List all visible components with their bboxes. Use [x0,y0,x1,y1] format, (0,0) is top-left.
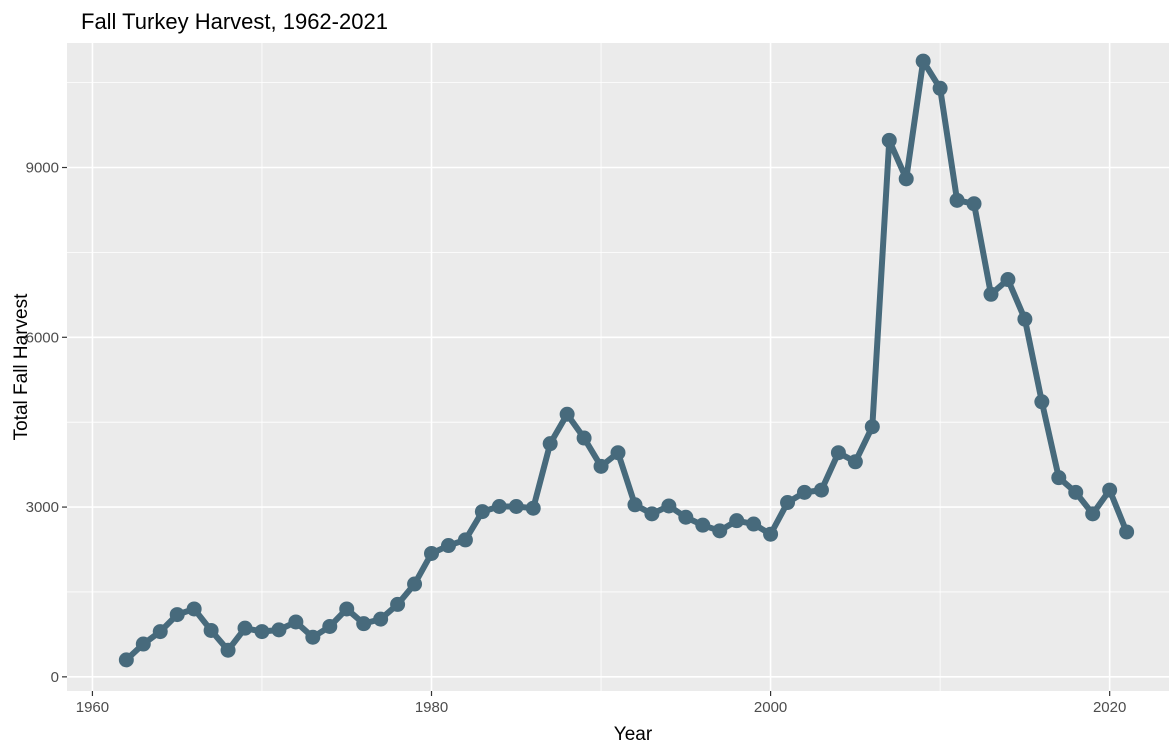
data-point [152,624,168,640]
x-axis: 1960 1980 2000 2020 [76,691,1126,716]
data-point [576,430,592,446]
data-point [407,576,423,592]
data-point [830,445,846,461]
data-point [135,636,151,652]
data-point [271,622,287,638]
x-tick-label: 1980 [415,699,448,716]
data-point [864,419,880,435]
data-point [661,498,677,514]
data-point [305,629,321,645]
data-point [424,545,440,561]
data-point [593,458,609,474]
data-point [932,80,948,96]
data-point [118,652,134,668]
harvest-points [118,53,1135,668]
y-tick-label: 9000 [26,160,59,177]
chart-title: Fall Turkey Harvest, 1962-2021 [81,9,388,34]
y-tick-label: 6000 [26,329,59,346]
data-point [1119,524,1135,540]
data-point [508,499,524,515]
data-point [491,499,507,515]
data-point [847,454,863,470]
data-point [1051,470,1067,486]
data-point [390,596,406,612]
y-axis-title: Total Fall Harvest [11,293,32,440]
data-point [1017,311,1033,327]
major-gridlines [67,43,1169,691]
data-point [559,406,575,422]
data-point [1034,394,1050,410]
x-tick-label: 2020 [1093,699,1126,716]
data-point [915,53,931,69]
data-point [322,618,338,634]
data-point [1085,506,1101,522]
x-axis-title: Year [614,724,653,745]
data-point [220,642,236,658]
data-point [813,482,829,498]
y-axis: 0 3000 6000 9000 [26,160,67,686]
data-point [237,620,253,636]
data-point [1000,272,1016,288]
data-point [457,532,473,548]
data-point [780,495,796,511]
data-point [169,607,185,623]
data-point [288,614,304,630]
data-point [373,611,389,627]
x-tick-label: 1960 [76,699,109,716]
data-point [678,509,694,525]
data-point [474,504,490,520]
data-point [644,506,660,522]
data-point [356,616,372,632]
data-point [203,622,219,638]
data-point [881,132,897,148]
data-point [966,196,982,212]
data-point [525,500,541,516]
data-point [983,286,999,302]
data-point [1068,484,1084,500]
data-point [254,624,270,640]
y-tick-label: 0 [51,669,59,686]
data-point [1102,482,1118,498]
data-point [542,436,558,452]
x-tick-label: 2000 [754,699,787,716]
data-point [712,523,728,539]
data-point [729,513,745,529]
y-tick-label: 3000 [26,499,59,516]
data-point [610,445,626,461]
data-point [746,516,762,532]
data-point [763,526,779,542]
minor-gridlines [67,43,1169,691]
data-point [440,538,456,554]
data-point [627,497,643,513]
plot-panel [67,43,1169,691]
data-point [186,601,202,617]
data-point [339,601,355,617]
data-point [695,517,711,533]
data-point [949,192,965,208]
data-point [796,484,812,500]
data-point [898,171,914,187]
